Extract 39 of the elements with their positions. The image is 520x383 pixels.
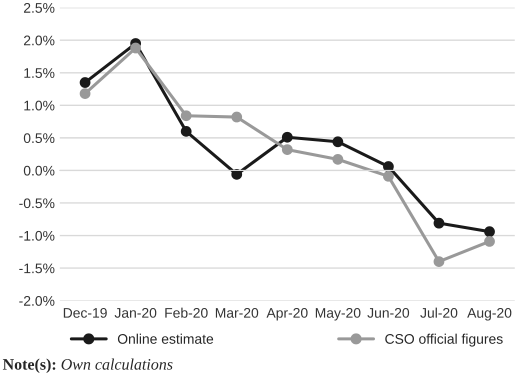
y-tick-label: -0.5% — [19, 198, 54, 208]
text: Note(s): — [2, 358, 56, 373]
x-tick-label: Apr-20 — [266, 308, 308, 321]
y-tick-label: 1.0% — [24, 100, 54, 110]
point — [180, 126, 192, 137]
point — [332, 154, 344, 165]
y-tick-label: -1.5% — [19, 263, 54, 274]
point — [282, 144, 293, 155]
point — [80, 77, 90, 88]
legend-label: Online estimate — [118, 334, 214, 344]
point — [383, 170, 394, 182]
x-tick-label: May-20 — [316, 308, 360, 321]
point — [80, 88, 90, 99]
x-tick-label: Jul-20 — [420, 308, 458, 318]
y-tick-label: 0.0% — [24, 166, 54, 176]
point — [231, 168, 242, 180]
legend-label: CSO official figures — [385, 334, 503, 347]
y-tick-label: 0.5% — [24, 133, 54, 144]
y-tick-label: 2.0% — [24, 36, 54, 46]
text: Own calculations — [62, 358, 173, 370]
point — [282, 132, 293, 143]
y-tick-label: 2.5% — [24, 2, 54, 13]
x-tick-label: Feb-20 — [165, 308, 208, 318]
point — [231, 112, 242, 122]
point — [180, 110, 192, 122]
y-tick-label: -2.0% — [19, 296, 54, 306]
x-tick-label: Mar-20 — [216, 308, 258, 318]
y-tick-label: -1.0% — [19, 230, 54, 241]
x-tick-label: Dec-19 — [64, 308, 107, 318]
point — [484, 226, 495, 238]
point — [332, 136, 344, 148]
x-tick-label: Aug-20 — [467, 308, 512, 321]
point — [434, 218, 444, 229]
x-tick-label: Jun-20 — [367, 308, 410, 318]
point — [484, 236, 495, 247]
x-tick-label: Jan-20 — [114, 308, 156, 318]
y-tick-label: 1.5% — [24, 68, 54, 78]
point — [434, 256, 444, 267]
point — [130, 42, 142, 54]
